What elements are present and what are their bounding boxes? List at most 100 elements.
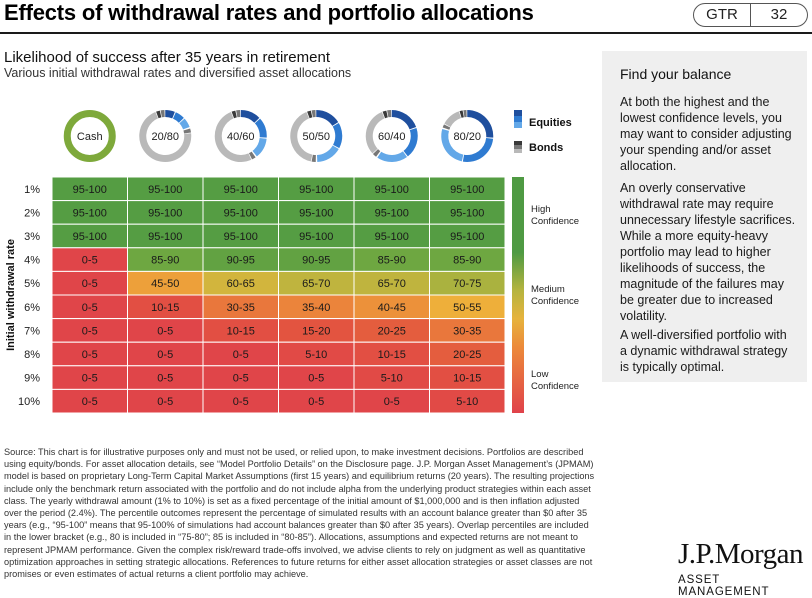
allocation-label: 20/80 <box>151 131 179 143</box>
allocation-label: 50/50 <box>302 131 330 143</box>
success-heatmap-chart: Cash 20/80 40/60 50/50 60/40 80/20 Equities Bon… <box>5 110 579 414</box>
confidence-scale-label: Low Confidence <box>531 369 579 392</box>
bond-slice <box>311 110 316 118</box>
cell-value-label: 90-95 <box>227 255 255 267</box>
bond-slice <box>214 111 252 162</box>
equity-slice <box>403 127 418 157</box>
cell-value-label: 95-100 <box>224 207 258 219</box>
bonds-legend-swatch <box>514 141 522 145</box>
equity-slice <box>165 110 175 119</box>
bond-slice <box>382 110 388 119</box>
chart-title: Likelihood of success after 35 years in … <box>4 49 330 66</box>
equity-slice <box>462 137 494 162</box>
source-footnote: Source: This chart is for illustrative p… <box>4 447 595 580</box>
cell-value-label: 85-90 <box>151 255 179 267</box>
cell-value-label: 0-5 <box>82 325 98 337</box>
cell-value-label: 70-75 <box>453 278 481 290</box>
cell-value-label: 50-55 <box>453 302 481 314</box>
cell-value-label: 0-5 <box>157 396 173 408</box>
equity-slice <box>172 112 184 123</box>
bond-slice <box>231 110 237 119</box>
cell-value-label: 95-100 <box>148 231 182 243</box>
row-label: 10% <box>18 396 40 408</box>
equity-slice <box>441 128 464 162</box>
cell-value-label: 10-15 <box>453 373 481 385</box>
equity-slice <box>252 137 267 157</box>
cell-value-label: 0-5 <box>308 396 324 408</box>
equity-slice <box>240 110 260 123</box>
cash-donut <box>63 110 116 162</box>
equities-legend-swatch <box>514 116 522 122</box>
cell-value-label: 0-5 <box>82 349 98 361</box>
equity-slice <box>467 110 494 138</box>
guide-tag: GTR <box>693 3 751 27</box>
bonds-legend-label: Bonds <box>529 142 563 154</box>
asset-management-logo-text: ASSET MANAGEMENT <box>678 574 770 598</box>
cell-value-label: 95-100 <box>73 207 107 219</box>
row-label: 3% <box>24 231 40 243</box>
cell-value-label: 0-5 <box>82 255 98 267</box>
cell-value-label: 5-10 <box>456 396 478 408</box>
cell-value-label: 95-100 <box>375 231 409 243</box>
equity-slice <box>391 110 417 130</box>
equity-slice <box>377 151 408 162</box>
cell-value-label: 95-100 <box>224 184 258 196</box>
cell-value-label: 90-95 <box>302 255 330 267</box>
cell-value-label: 95-100 <box>450 184 484 196</box>
cell-value-label: 20-25 <box>453 349 481 361</box>
allocation-label: 40/60 <box>227 131 255 143</box>
cell-value-label: 95-100 <box>299 231 333 243</box>
equity-slice <box>254 118 267 138</box>
cell-value-label: 85-90 <box>453 255 481 267</box>
cell-value-label: 65-70 <box>378 278 406 290</box>
cell-value-label: 95-100 <box>299 184 333 196</box>
equities-legend-label: Equities <box>529 117 572 129</box>
cell-value-label: 20-25 <box>378 325 406 337</box>
cell-value-label: 0-5 <box>384 396 400 408</box>
equity-slice <box>179 118 190 130</box>
side-panel-paragraph: An overly conservative withdrawal rate m… <box>620 181 796 323</box>
bond-slice <box>156 110 162 119</box>
bond-slice <box>365 111 385 154</box>
cell-value-label: 30-35 <box>453 325 481 337</box>
cell-value-label: 5-10 <box>305 349 327 361</box>
cell-value-label: 95-100 <box>73 184 107 196</box>
cell-value-label: 40-45 <box>378 302 406 314</box>
cell-value-label: 95-100 <box>375 184 409 196</box>
jpmorgan-logo: J.P.Morgan <box>678 538 804 570</box>
cell-value-label: 10-15 <box>227 325 255 337</box>
cell-value-label: 10-15 <box>378 349 406 361</box>
cell-value-label: 95-100 <box>224 231 258 243</box>
bond-slice <box>248 151 256 160</box>
cell-value-label: 35-40 <box>302 302 330 314</box>
confidence-scale-label: Medium Confidence <box>531 284 579 307</box>
cell-value-label: 60-65 <box>227 278 255 290</box>
page-number: 32 <box>751 3 808 27</box>
y-axis-title: Initial withdrawal rate <box>5 239 17 351</box>
cell-value-label: 0-5 <box>82 302 98 314</box>
bond-slice <box>183 128 192 134</box>
cell-value-label: 0-5 <box>157 349 173 361</box>
side-panel: Find your balance At both the highest an… <box>602 51 807 382</box>
bond-slice <box>160 110 165 118</box>
cell-value-label: 95-100 <box>148 207 182 219</box>
equity-slice <box>317 145 339 162</box>
side-panel-title: Find your balance <box>620 66 732 82</box>
cell-value-label: 95-100 <box>375 207 409 219</box>
cell-value-label: 0-5 <box>82 373 98 385</box>
equities-legend-swatch <box>514 122 522 128</box>
cell-value-label: 0-5 <box>308 373 324 385</box>
bond-slice <box>307 110 313 119</box>
row-label: 1% <box>24 184 40 196</box>
cell-value-label: 15-20 <box>302 325 330 337</box>
bond-slice <box>442 124 451 130</box>
page-tag-group: GTR 32 <box>693 3 808 27</box>
equity-slice <box>332 123 343 149</box>
bond-slice <box>236 110 241 118</box>
cell-value-label: 10-15 <box>151 302 179 314</box>
row-label: 2% <box>24 207 40 219</box>
bond-slice <box>459 110 464 118</box>
bond-slice <box>290 111 313 162</box>
row-label: 7% <box>24 325 40 337</box>
bond-slice <box>463 110 467 118</box>
